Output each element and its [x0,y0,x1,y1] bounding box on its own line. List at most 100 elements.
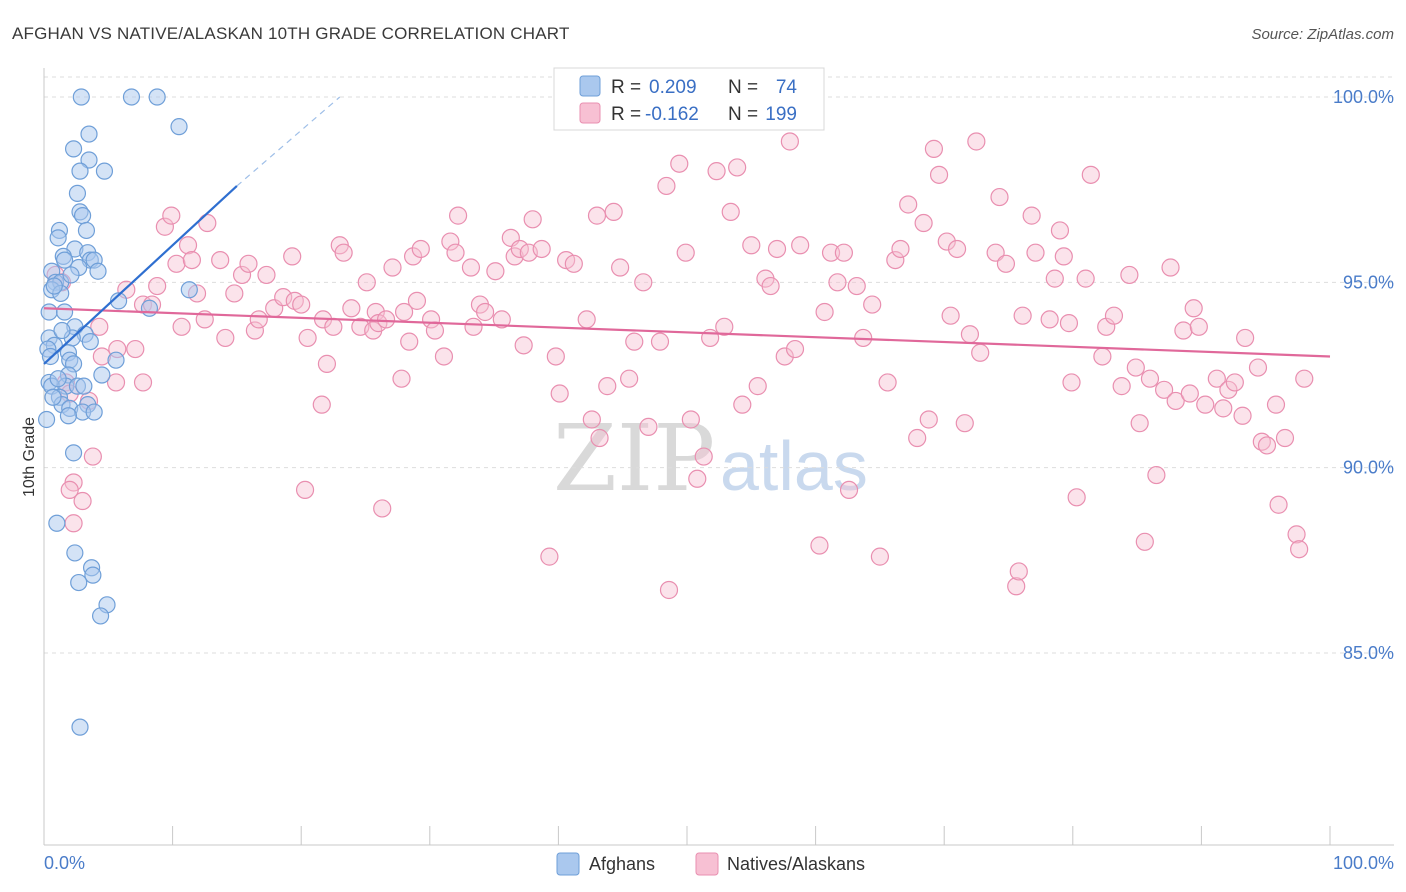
native-point [1147,465,1166,485]
native-point [1126,358,1145,377]
native-point [486,262,505,281]
native-point [532,239,551,259]
afghan-point [68,184,87,202]
native-point [546,347,565,366]
native-point [162,206,181,225]
native-point [540,547,559,566]
native-point [1295,369,1314,388]
native-point [947,239,967,259]
native-point [249,310,268,329]
native-point [967,132,986,151]
afghan-trendline [43,185,238,365]
native-point [411,239,430,259]
native-point [688,469,707,488]
native-point [239,254,258,273]
native-point [182,250,201,270]
native-point [791,236,810,255]
native-point [1269,495,1288,514]
native-point [1112,377,1131,396]
native-point [1214,399,1233,418]
afghan-point [55,303,74,321]
legend-n-label-2: N = [728,104,758,125]
afghan-point [80,151,98,169]
native-point [996,254,1016,273]
native-point [1022,206,1041,225]
afghan-point [84,566,102,584]
native-point [1233,406,1252,425]
native-point [1104,306,1124,325]
native-point [1054,247,1073,266]
native-point [1040,310,1059,329]
native-point [1120,265,1139,285]
native-point [90,317,109,336]
native-point [317,354,337,373]
afghan-point [80,125,98,143]
y-tick-label: 85.0% [1343,643,1394,663]
native-point [767,239,787,259]
legend-r-label-1: R = [611,77,641,98]
native-point [1059,314,1079,333]
afghan-point [53,321,71,340]
native-point [1050,221,1070,240]
native-point [292,295,311,314]
native-point [357,273,376,292]
native-point [1013,306,1032,325]
native-point [225,284,244,303]
afghan-point [40,303,58,321]
native-point [659,580,679,600]
afghan-point [37,410,56,429]
native-point [707,162,726,181]
afghan-point [44,388,62,406]
legend-n-value-1: 74 [776,77,798,98]
native-point [464,317,483,336]
afghan-point [85,403,103,421]
native-point [810,536,829,555]
native-point [133,373,153,392]
native-point [577,310,596,329]
native-point [676,243,695,262]
native-point [376,310,396,329]
afghan-point [89,262,107,280]
legend-r-value-1: 0.209 [649,77,697,98]
native-point [334,243,353,262]
native-point [908,428,927,448]
native-point [620,369,639,388]
native-point [1219,380,1238,399]
afghan-point [148,88,166,106]
native-point [780,132,799,151]
native-point [971,343,990,362]
native-trendline [43,307,1331,358]
afghan-point [72,88,90,106]
native-point [721,202,740,222]
native-point [639,417,658,436]
native-point [839,480,859,500]
watermark-zip-text: ZIP [553,405,715,512]
native-point [373,499,392,518]
native-point [1130,414,1149,433]
afghan-point [49,370,67,388]
native-point [64,514,83,533]
native-point [441,232,460,251]
watermark: ZIP atlas [553,405,868,512]
native-point [955,414,974,433]
legend: R = 0.209 N = 74 R = -0.162 N = 199 [553,67,825,131]
native-point [590,428,609,448]
native-point [604,202,623,222]
native-point [394,302,414,322]
y-axis-title: 10th Grade [21,417,38,497]
legend-n-label-1: N = [728,77,758,98]
afghan-point [140,299,159,317]
native-point [863,295,882,314]
native-point [1076,269,1095,288]
native-point [1174,321,1193,340]
native-point [715,317,734,336]
afghan-point [95,162,114,180]
bottom-legend-label-afghans: Afghans [589,854,655,874]
native-point [324,317,343,336]
native-point [148,276,167,296]
native-point [178,236,198,255]
afghan-point [59,407,78,425]
native-point [1196,395,1215,414]
native-point [611,258,630,277]
native-point [694,447,713,466]
